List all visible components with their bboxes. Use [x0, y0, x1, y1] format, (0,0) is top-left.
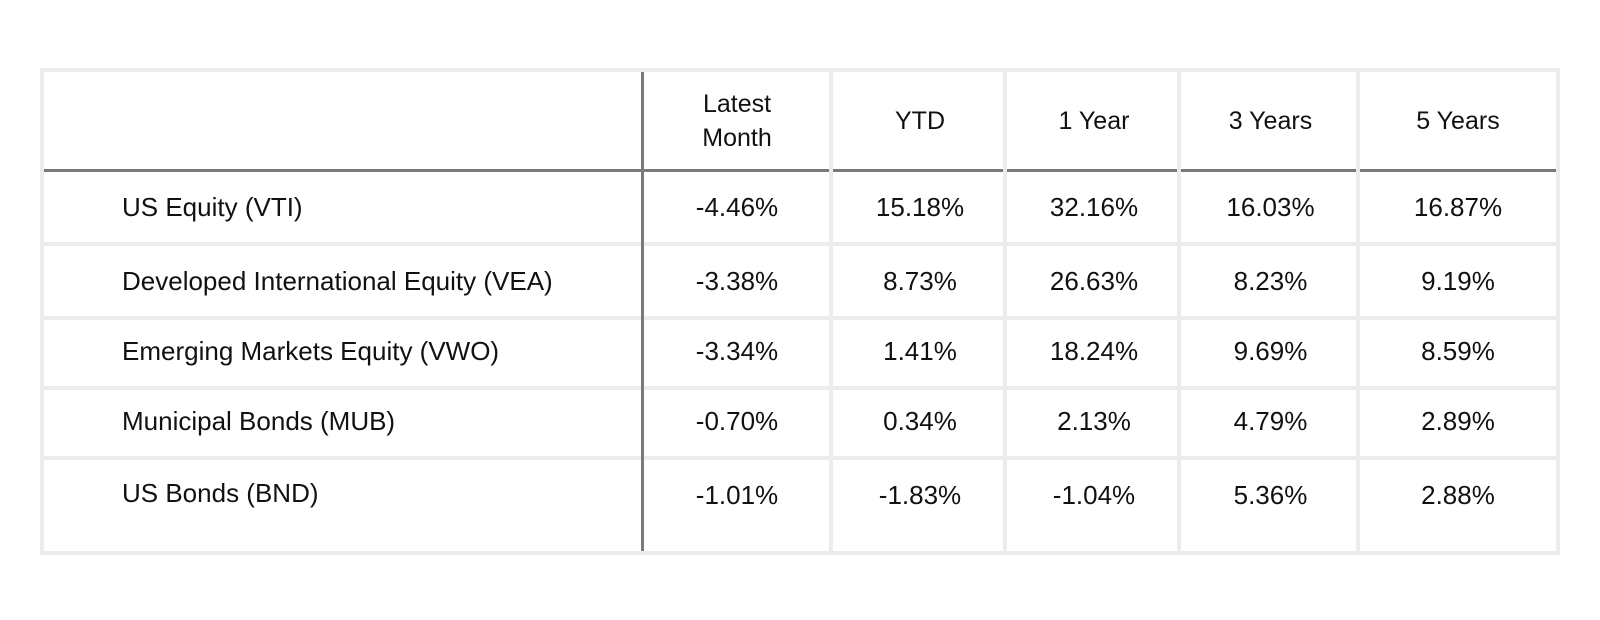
value-cell: 1.41% — [883, 336, 957, 366]
value-cell: -1.04% — [1052, 480, 1136, 510]
value-cell: -3.38% — [695, 266, 779, 296]
value-cell: -1.01% — [695, 480, 779, 510]
performance-table: Latest Month YTD 1 Year 3 Years 5 Years US Equ… — [40, 68, 1560, 555]
header-text: 5 Years — [1416, 106, 1500, 135]
row-label: Municipal Bonds (MUB) — [122, 406, 396, 436]
value-cell: 2.13% — [1057, 406, 1131, 436]
value-cell: 9.69% — [1233, 336, 1308, 366]
column-divider — [1356, 72, 1360, 551]
value-cell: 32.16% — [1049, 192, 1139, 222]
header-cell-blank — [44, 72, 641, 169]
header-text: Latest — [702, 89, 772, 118]
row-label: Emerging Markets Equity (VWO) — [122, 336, 500, 366]
label-column-divider — [641, 72, 644, 551]
table-grid: Latest Month YTD 1 Year 3 Years 5 Years US Equ… — [44, 72, 1556, 551]
header-row — [44, 72, 1556, 172]
value-cell: -4.46% — [695, 192, 779, 222]
row-divider — [44, 386, 1556, 390]
column-divider — [1177, 72, 1181, 551]
header-text: 1 Year — [1058, 106, 1130, 135]
value-cell: -1.83% — [878, 480, 962, 510]
row-divider — [44, 456, 1556, 460]
row-label: US Bonds (BND) — [122, 478, 319, 508]
value-cell: 9.19% — [1421, 266, 1495, 296]
value-cell: 16.87% — [1413, 192, 1503, 222]
header-text: YTD — [895, 106, 945, 135]
value-cell: 5.36% — [1233, 480, 1308, 510]
column-divider — [1003, 72, 1007, 551]
header-cell: YTD — [833, 72, 1007, 169]
header-text: Month — [702, 123, 772, 152]
value-cell: 2.89% — [1421, 406, 1495, 436]
value-cell: 4.79% — [1233, 406, 1308, 436]
row-divider — [44, 316, 1556, 320]
value-cell: -3.34% — [695, 336, 779, 366]
header-cell: Latest Month — [641, 72, 833, 169]
row-label: Developed International Equity (VEA) — [122, 266, 553, 296]
value-cell: 8.59% — [1421, 336, 1495, 366]
value-cell: 16.03% — [1226, 192, 1315, 222]
value-cell: 2.88% — [1421, 480, 1495, 510]
header-cell: 3 Years — [1181, 72, 1360, 169]
row-label: US Equity (VTI) — [122, 192, 303, 222]
header-cell: 1 Year — [1007, 72, 1181, 169]
value-cell: 0.34% — [883, 406, 957, 436]
header-cell: 5 Years — [1360, 72, 1556, 169]
value-cell: 8.73% — [883, 266, 957, 296]
value-cell: 15.18% — [875, 192, 965, 222]
value-cell: 18.24% — [1049, 336, 1139, 366]
value-cell: 26.63% — [1049, 266, 1139, 296]
value-cell: -0.70% — [695, 406, 779, 436]
header-text: 3 Years — [1228, 106, 1313, 135]
column-divider — [829, 72, 833, 551]
value-cell: 8.23% — [1233, 266, 1308, 296]
row-divider — [44, 242, 1556, 246]
